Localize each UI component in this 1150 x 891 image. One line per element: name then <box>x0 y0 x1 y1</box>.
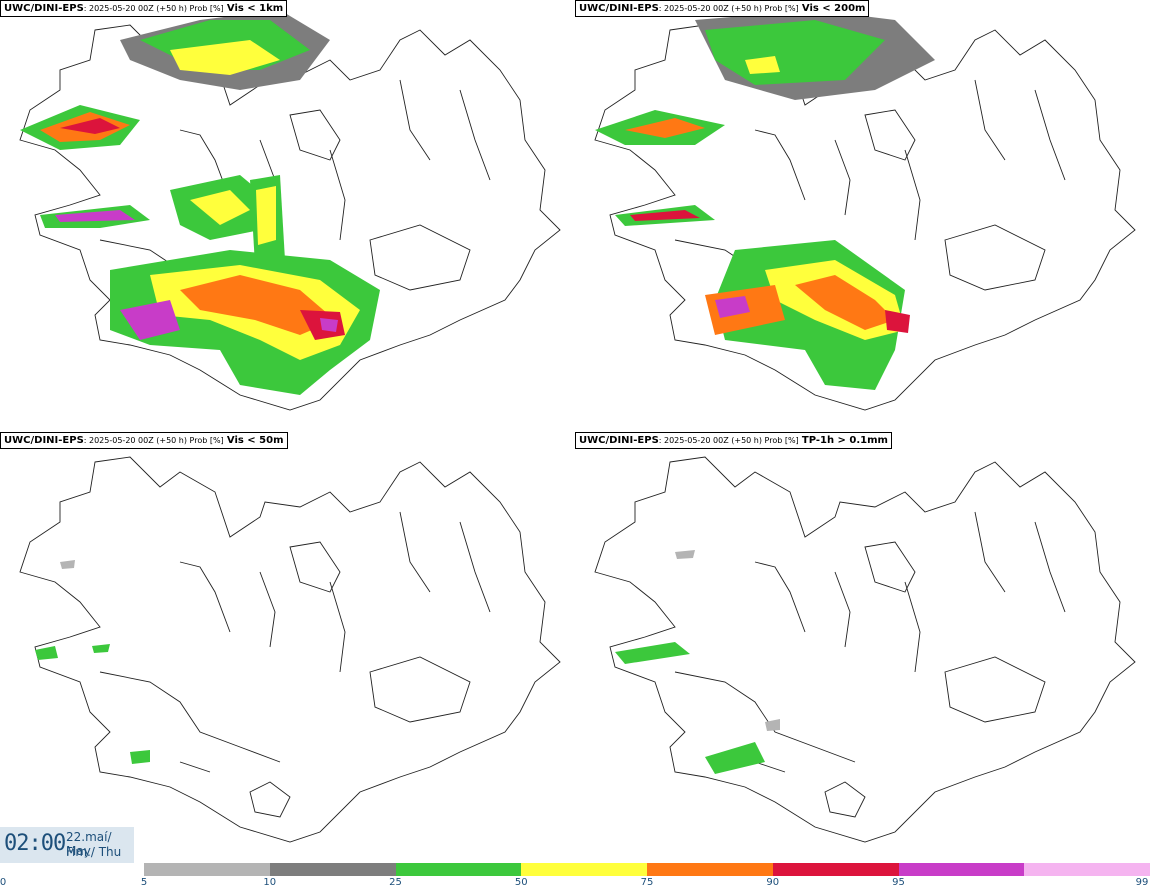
model-name: UWC/DINI-EPS <box>4 435 84 446</box>
colorbar-tick-label: 90 <box>766 877 780 888</box>
colorbar-segment <box>772 863 899 876</box>
colorbar-segment <box>647 863 773 876</box>
colorbar-tick-label: 10 <box>263 877 277 888</box>
prob-shading-tp-1h <box>615 550 780 774</box>
colorbar-tick-label: 25 <box>389 877 402 888</box>
colorbar-segment <box>521 863 647 876</box>
run-meta: : 2025-05-20 00Z (+50 h) Prob [%] <box>658 436 799 445</box>
map-panel-vis-200m: UWC/DINI-EPS: 2025-05-20 00Z (+50 h) Pro… <box>575 0 1150 432</box>
valid-time: 02:00 <box>4 831 66 856</box>
prob-shading-vis-200m <box>595 10 935 390</box>
map-panel-tp-1h: UWC/DINI-EPS: 2025-05-20 00Z (+50 h) Pro… <box>575 432 1150 864</box>
field-name: Vis < 50m <box>226 435 284 446</box>
run-meta: : 2025-05-20 00Z (+50 h) Prob [%] <box>658 4 799 13</box>
colorbar-tick-label: 0 <box>0 877 7 888</box>
valid-time-box: 02:00 22.maí/ May Fim./ Thu <box>0 827 134 863</box>
panel-title: UWC/DINI-EPS: 2025-05-20 00Z (+50 h) Pro… <box>575 0 870 17</box>
field-name: Vis < 200m <box>801 3 866 14</box>
field-name: TP-1h > 0.1mm <box>801 435 888 446</box>
field-name: Vis < 1km <box>226 3 284 14</box>
colorbar-tick-label: 75 <box>640 877 654 888</box>
colorbar-tick-label: 99 <box>1135 877 1149 888</box>
colorbar-tick-label: 95 <box>892 877 905 888</box>
run-meta: : 2025-05-20 00Z (+50 h) Prob [%] <box>83 436 224 445</box>
valid-date-line1: 22.maí/ May <box>66 830 112 858</box>
model-name: UWC/DINI-EPS <box>579 435 659 446</box>
colorbar-tick-label: 50 <box>514 877 528 888</box>
colorbar-segment <box>395 863 522 876</box>
run-meta: : 2025-05-20 00Z (+50 h) Prob [%] <box>83 4 224 13</box>
model-name: UWC/DINI-EPS <box>4 3 84 14</box>
valid-date-line2: Fim./ Thu <box>66 845 122 859</box>
prob-shading-vis-1km <box>20 10 380 395</box>
map-panel-vis-50m: UWC/DINI-EPS: 2025-05-20 00Z (+50 h) Pro… <box>0 432 575 864</box>
prob-shading-vis-50m <box>35 560 150 764</box>
map-panel-vis-1km: UWC/DINI-EPS: 2025-05-20 00Z (+50 h) Pro… <box>0 0 575 432</box>
colorbar-segment <box>1024 863 1150 876</box>
panel-title: UWC/DINI-EPS: 2025-05-20 00Z (+50 h) Pro… <box>0 432 288 449</box>
panel-title: UWC/DINI-EPS: 2025-05-20 00Z (+50 h) Pro… <box>575 432 892 449</box>
colorbar-segment <box>269 863 396 876</box>
colorbar-tick-label: 5 <box>140 877 148 888</box>
panel-title: UWC/DINI-EPS: 2025-05-20 00Z (+50 h) Pro… <box>0 0 288 17</box>
colorbar-segment <box>144 863 270 876</box>
probability-colorbar <box>144 863 1150 876</box>
colorbar-segment <box>898 863 1025 876</box>
model-name: UWC/DINI-EPS <box>579 3 659 14</box>
